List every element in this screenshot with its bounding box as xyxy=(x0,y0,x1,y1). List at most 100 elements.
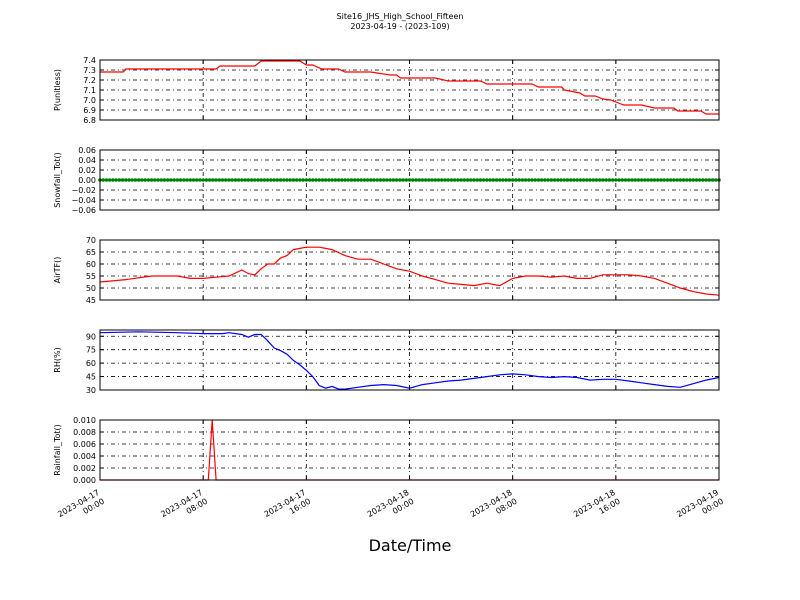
axes-frame xyxy=(99,149,720,211)
data-point xyxy=(533,178,538,182)
data-point xyxy=(272,178,276,182)
data-point xyxy=(410,178,415,182)
panels: 7.47.37.27.17.06.96.8 P(unitless) 0.060.04… xyxy=(53,56,725,528)
data-point xyxy=(156,178,160,182)
data-point xyxy=(684,178,689,182)
y-tick-label: 7.4 xyxy=(83,56,96,65)
data-point xyxy=(230,178,234,182)
data-point xyxy=(562,178,567,182)
data-point xyxy=(372,178,376,182)
data-point xyxy=(559,178,563,182)
x-tick-label: 2023-04-1708:00 xyxy=(159,488,209,528)
data-point xyxy=(543,178,547,182)
data-point xyxy=(607,178,612,182)
data-point xyxy=(668,178,673,182)
data-point xyxy=(375,178,380,182)
data-point xyxy=(588,178,592,182)
data-point xyxy=(707,178,712,182)
data-point xyxy=(691,178,696,182)
series-line xyxy=(100,60,719,115)
data-point xyxy=(123,178,128,182)
data-point xyxy=(530,178,534,182)
data-point xyxy=(240,178,244,182)
y-axis-label: Snowfall_Tot() xyxy=(53,152,62,208)
data-point xyxy=(262,178,267,182)
data-point xyxy=(439,178,444,182)
data-point xyxy=(481,178,486,182)
y-tick-label: 75 xyxy=(86,346,96,355)
data-point xyxy=(568,178,573,182)
data-point xyxy=(327,178,331,182)
chart-title-line1: Site16_JHS_High_School_Fifteen xyxy=(337,12,464,21)
data-point xyxy=(346,178,351,182)
y-tick-label: 50 xyxy=(86,284,96,293)
y-tick-label: 0.004 xyxy=(73,452,96,461)
data-point xyxy=(398,178,402,182)
data-point xyxy=(591,178,596,182)
data-point xyxy=(182,178,186,182)
data-point xyxy=(127,178,131,182)
data-point xyxy=(468,178,473,182)
data-point xyxy=(288,178,293,182)
y-tick-label: 7.1 xyxy=(83,86,96,95)
panel-1: 7.47.37.27.17.06.96.8 P(unitless) xyxy=(53,56,720,125)
data-point xyxy=(153,178,157,182)
data-point xyxy=(149,178,154,182)
data-point xyxy=(475,178,480,182)
data-point xyxy=(401,178,405,182)
data-point xyxy=(391,178,396,182)
y-tick-label: 0.006 xyxy=(73,440,96,449)
data-point xyxy=(236,178,241,182)
data-point xyxy=(188,178,193,182)
panel-4: 90 75 60 45 30 RH(%) xyxy=(53,329,720,395)
panel-3: 70 65 60 55 50 45 AirTF() xyxy=(53,236,720,305)
data-point xyxy=(526,178,531,182)
y-tick-label: 70 xyxy=(86,236,96,245)
data-point xyxy=(278,178,283,182)
data-point xyxy=(478,178,483,182)
data-point xyxy=(462,178,467,182)
data-point xyxy=(565,178,570,182)
y-tick-label: 0.04 xyxy=(78,156,96,165)
y-tick-label: 60 xyxy=(86,359,96,368)
data-point xyxy=(662,178,666,182)
data-point xyxy=(198,178,202,182)
data-point xyxy=(649,178,654,182)
y-tick-label: 0.06 xyxy=(78,146,96,155)
data-point xyxy=(404,178,409,182)
data-point xyxy=(343,178,347,182)
data-point xyxy=(265,178,270,182)
data-point xyxy=(362,178,367,182)
y-tick-label: 7.3 xyxy=(83,66,96,75)
data-point xyxy=(672,178,676,182)
data-point xyxy=(317,178,322,182)
data-point xyxy=(620,178,625,182)
data-point xyxy=(678,178,683,182)
data-point xyxy=(385,178,389,182)
data-point xyxy=(552,178,557,182)
data-point xyxy=(623,178,628,182)
data-point xyxy=(459,178,463,182)
axes-frame xyxy=(99,329,720,391)
data-point xyxy=(501,178,505,182)
data-point xyxy=(556,178,560,182)
data-point xyxy=(510,178,515,182)
data-point xyxy=(323,178,328,182)
data-point xyxy=(107,178,112,182)
data-point xyxy=(333,178,338,182)
data-point xyxy=(162,178,167,182)
y-axis-label: Rainfall_Tot() xyxy=(53,424,62,476)
data-point xyxy=(446,178,450,182)
data-point xyxy=(694,178,699,182)
data-point xyxy=(388,178,392,182)
data-point xyxy=(256,178,260,182)
data-point xyxy=(614,178,618,182)
y-tick-label: −0.04 xyxy=(71,196,96,205)
data-point xyxy=(520,178,525,182)
data-point xyxy=(507,178,512,182)
y-tick-label: −0.02 xyxy=(71,186,96,195)
y-tick-label: 7.0 xyxy=(83,96,96,105)
axes-frame xyxy=(99,59,720,121)
x-tick-label: 2023-04-1900:00 xyxy=(675,488,725,528)
data-point xyxy=(536,178,541,182)
